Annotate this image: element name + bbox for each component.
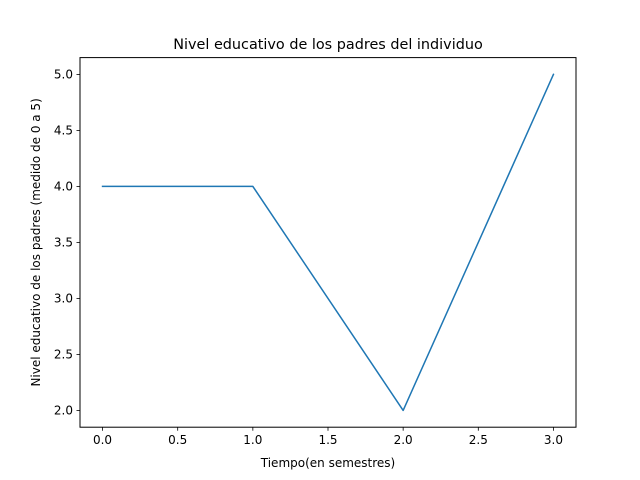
x-tick-label: 0.0 [93, 433, 112, 447]
y-tick-label: 4.0 [54, 180, 73, 194]
y-tick-label: 3.5 [54, 236, 73, 250]
x-axis-label: Tiempo(en semestres) [260, 456, 395, 470]
series-line-0 [101, 73, 555, 412]
y-axis-label: Nivel educativo de los padres (medido de… [29, 98, 43, 386]
y-tick-label: 3.0 [54, 292, 73, 306]
series-layer [101, 73, 555, 412]
x-tick-label: 0.5 [168, 433, 187, 447]
y-tick-label: 5.0 [54, 68, 73, 82]
chart-title: Nivel educativo de los padres del indivi… [173, 37, 483, 53]
y-tick-label: 2.0 [54, 404, 73, 418]
x-tick-label: 1.5 [318, 433, 337, 447]
x-tick-label: 2.5 [469, 433, 488, 447]
x-tick-label: 3.0 [544, 433, 563, 447]
x-tick-label: 2.0 [394, 433, 413, 447]
x-tick-label: 1.0 [243, 433, 262, 447]
y-tick-label: 2.5 [54, 348, 73, 362]
y-axis: 2.0 2.5 3.0 3.5 4.0 4.5 5.0 [54, 68, 80, 418]
x-axis: 0.0 0.5 1.0 1.5 2.0 2.5 3.0 [93, 427, 563, 447]
y-tick-label: 4.5 [54, 124, 73, 138]
